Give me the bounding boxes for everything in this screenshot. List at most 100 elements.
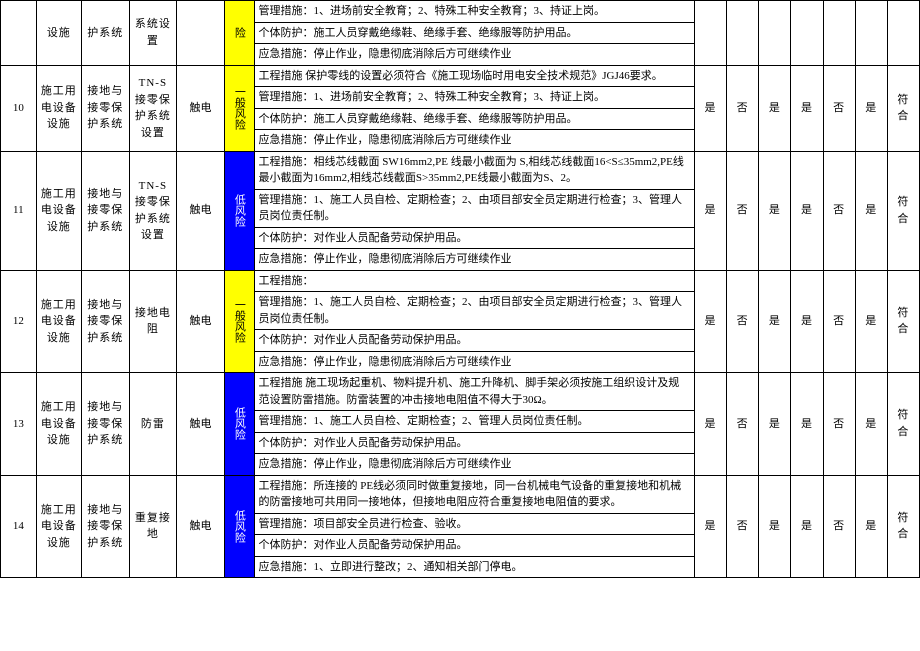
- hazard-cell: [177, 1, 225, 66]
- result-4: 否: [823, 373, 855, 476]
- equip-cell: 施工用电设备设施: [36, 475, 81, 578]
- result-3: 是: [791, 475, 823, 578]
- result: [791, 1, 823, 66]
- equip-cell: 施工用电设备设施: [36, 270, 81, 373]
- hazard-cell: 触电: [177, 151, 225, 270]
- result-6: 符合: [887, 373, 919, 476]
- result-3: 是: [791, 270, 823, 373]
- measure: 工程措施 施工现场起重机、物料提升机、施工升降机、脚手架必须按施工组织设计及规范…: [254, 373, 694, 411]
- measure: 个体防护：对作业人员配备劳动保护用品。: [254, 227, 694, 249]
- measure: 工程措施：: [254, 270, 694, 292]
- measure: 工程措施：所连接的 PE线必须同时做重复接地，同一台机械电气设备的重复接地和机械…: [254, 475, 694, 513]
- item-cell: 接地电阻: [129, 270, 177, 373]
- measure: 管理措施：1、施工人员自检、定期检查；2、由项目部安全员定期进行检查；3、管理人…: [254, 292, 694, 330]
- result-4: 否: [823, 151, 855, 270]
- result-4: 否: [823, 65, 855, 151]
- equip-cell: 施工用电设备设施: [36, 373, 81, 476]
- result-6: 符合: [887, 475, 919, 578]
- measure: 个体防护：施工人员穿戴绝缘鞋、绝缘手套、绝缘服等防护用品。: [254, 108, 694, 130]
- measure: 应急措施：停止作业，隐患彻底消除后方可继续作业: [254, 249, 694, 271]
- result-2: 是: [759, 65, 791, 151]
- measure: 应急措施：停止作业，隐患彻底消除后方可继续作业: [254, 130, 694, 152]
- no-cell: 10: [1, 65, 37, 151]
- item-cell: TN-S接零保护系统设置: [129, 65, 177, 151]
- measure: 个体防护：施工人员穿戴绝缘鞋、绝缘手套、绝缘服等防护用品。: [254, 22, 694, 44]
- result-1: 否: [727, 373, 759, 476]
- result: [823, 1, 855, 66]
- result-4: 否: [823, 475, 855, 578]
- hazard-cell: 触电: [177, 65, 225, 151]
- item-cell: 重复接地: [129, 475, 177, 578]
- result: [855, 1, 887, 66]
- item-cell: 防雷: [129, 373, 177, 476]
- measure: 管理措施：1、进场前安全教育；2、特殊工种安全教育；3、持证上岗。: [254, 87, 694, 109]
- equip-cell: 施工用电设备设施: [36, 151, 81, 270]
- system-cell: 接地与接零保护系统: [81, 475, 129, 578]
- risk-level: 低风险: [224, 373, 254, 476]
- measure: 工程措施：相线芯线截面 SW16mm2,PE 线最小截面为 S,相线芯线截面16…: [254, 151, 694, 189]
- item-cell: 系统设置: [129, 1, 177, 66]
- no-cell: 12: [1, 270, 37, 373]
- risk-level: 一般风险: [224, 270, 254, 373]
- system-cell: 接地与接零保护系统: [81, 65, 129, 151]
- hazard-cell: 触电: [177, 373, 225, 476]
- result-5: 是: [855, 65, 887, 151]
- result-0: 是: [694, 373, 726, 476]
- result: [759, 1, 791, 66]
- risk-level: 险: [224, 1, 254, 66]
- result-5: 是: [855, 270, 887, 373]
- measure: 应急措施：停止作业，隐患彻底消除后方可继续作业: [254, 351, 694, 373]
- system-cell: 护系统: [81, 1, 129, 66]
- measure: 个体防护：对作业人员配备劳动保护用品。: [254, 330, 694, 352]
- measure: 管理措施：1、施工人员自检、定期检查；2、由项目部安全员定期进行检查；3、管理人…: [254, 189, 694, 227]
- measure: 工程措施 保护零线的设置必须符合《施工现场临时用电安全技术规范》JGJ46要求。: [254, 65, 694, 87]
- hazard-cell: 触电: [177, 475, 225, 578]
- system-cell: 接地与接零保护系统: [81, 151, 129, 270]
- measure: 个体防护：对作业人员配备劳动保护用品。: [254, 535, 694, 557]
- measure: 管理措施：项目部安全员进行检查、验收。: [254, 513, 694, 535]
- no-cell: 11: [1, 151, 37, 270]
- no-cell: 14: [1, 475, 37, 578]
- measure: 应急措施：1、立即进行整改；2、通知相关部门停电。: [254, 556, 694, 578]
- result-3: 是: [791, 65, 823, 151]
- result-0: 是: [694, 151, 726, 270]
- result-4: 否: [823, 270, 855, 373]
- result: [727, 1, 759, 66]
- risk-level: 低风险: [224, 475, 254, 578]
- measure: 应急措施：停止作业，隐患彻底消除后方可继续作业: [254, 454, 694, 476]
- result-2: 是: [759, 151, 791, 270]
- equip-cell: 设施: [36, 1, 81, 66]
- result-3: 是: [791, 373, 823, 476]
- result-6: 符合: [887, 151, 919, 270]
- result-1: 否: [727, 65, 759, 151]
- no-cell: [1, 1, 37, 66]
- result-2: 是: [759, 475, 791, 578]
- risk-level: 一般风险: [224, 65, 254, 151]
- risk-table: 设施护系统系统设置险管理措施：1、进场前安全教育；2、特殊工种安全教育；3、持证…: [0, 0, 920, 578]
- system-cell: 接地与接零保护系统: [81, 373, 129, 476]
- result: [887, 1, 919, 66]
- result-5: 是: [855, 151, 887, 270]
- measure: 管理措施：1、进场前安全教育；2、特殊工种安全教育；3、持证上岗。: [254, 1, 694, 23]
- result-0: 是: [694, 65, 726, 151]
- result-2: 是: [759, 373, 791, 476]
- result: [694, 1, 726, 66]
- result-3: 是: [791, 151, 823, 270]
- equip-cell: 施工用电设备设施: [36, 65, 81, 151]
- result-2: 是: [759, 270, 791, 373]
- measure: 个体防护：对作业人员配备劳动保护用品。: [254, 432, 694, 454]
- result-0: 是: [694, 270, 726, 373]
- result-1: 否: [727, 270, 759, 373]
- result-5: 是: [855, 373, 887, 476]
- result-6: 符合: [887, 270, 919, 373]
- risk-level: 低风险: [224, 151, 254, 270]
- no-cell: 13: [1, 373, 37, 476]
- result-5: 是: [855, 475, 887, 578]
- measure: 管理措施：1、施工人员自检、定期检查；2、管理人员岗位责任制。: [254, 411, 694, 433]
- result-6: 符合: [887, 65, 919, 151]
- result-1: 否: [727, 475, 759, 578]
- item-cell: TN-S接零保护系统设置: [129, 151, 177, 270]
- result-0: 是: [694, 475, 726, 578]
- result-1: 否: [727, 151, 759, 270]
- system-cell: 接地与接零保护系统: [81, 270, 129, 373]
